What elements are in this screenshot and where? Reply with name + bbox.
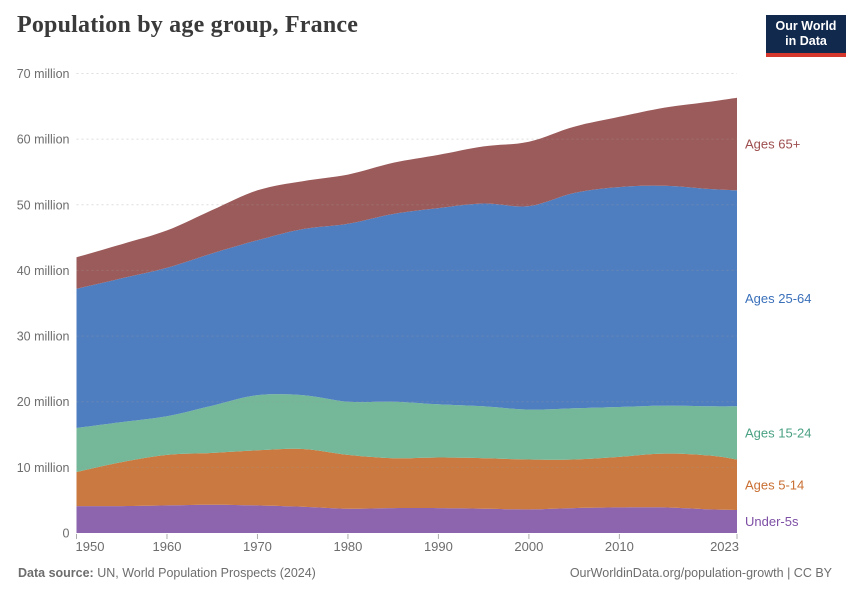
area-ages-65plus[interactable] [76, 97, 738, 289]
y-axis-label: 0 [63, 527, 70, 541]
population-stacked-area-chart: 0 10 million 20 million 30 million 40 millio… [17, 67, 812, 554]
y-axis-label: 10 million [17, 461, 70, 475]
area-under-5s[interactable] [76, 504, 738, 533]
x-axis-label: 1980 [333, 539, 362, 554]
legend-label-ages-15-24[interactable]: Ages 15-24 [745, 425, 812, 440]
x-axis-label: 1990 [424, 539, 453, 554]
data-source-label: Data source: [18, 566, 94, 580]
x-axis-label: 1950 [76, 539, 105, 554]
x-axis-label: 1970 [243, 539, 272, 554]
owid-url-license[interactable]: OurWorldinData.org/population-growth | C… [569, 566, 832, 580]
legend-label-ages-65plus[interactable]: Ages 65+ [745, 137, 800, 152]
chart-footer: Data source: UN, World Population Prospe… [18, 566, 832, 580]
x-axis-label: 2010 [605, 539, 634, 554]
legend-label-ages-5-14[interactable]: Ages 5-14 [745, 477, 804, 492]
data-source-text: UN, World Population Prospects (2024) [97, 566, 316, 580]
owid-logo-line1: Our World [775, 19, 837, 33]
y-axis-label: 50 million [17, 198, 70, 212]
x-axis-label: 1960 [153, 539, 182, 554]
x-axis-label: 2023 [710, 539, 739, 554]
area-ages-25-64[interactable] [76, 185, 738, 428]
page-title: Population by age group, France [17, 12, 359, 38]
y-axis-label: 20 million [17, 395, 70, 409]
owid-logo-line2: in Data [785, 34, 827, 48]
area-ages-5-14[interactable] [76, 448, 738, 510]
area-ages-15-24[interactable] [76, 394, 738, 472]
y-axis-label: 60 million [17, 133, 70, 147]
legend-label-under-5s[interactable]: Under-5s [745, 514, 799, 529]
y-axis-label: 70 million [17, 67, 70, 81]
y-axis-label: 40 million [17, 264, 70, 278]
data-source-note: Data source: UN, World Population Prospe… [18, 566, 316, 580]
x-axis-label: 2000 [514, 539, 543, 554]
owid-logo[interactable]: Our World in Data [766, 15, 846, 57]
legend-label-ages-25-64[interactable]: Ages 25-64 [745, 291, 812, 306]
y-axis-label: 30 million [17, 330, 70, 344]
